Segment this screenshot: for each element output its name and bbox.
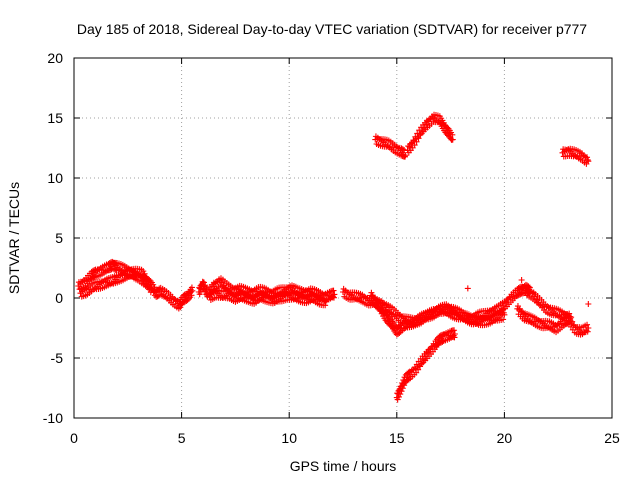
data-point bbox=[585, 301, 592, 307]
data-point bbox=[451, 327, 458, 334]
data-point bbox=[331, 291, 338, 298]
data-point bbox=[566, 313, 573, 320]
data-point bbox=[147, 289, 154, 296]
x-tick-label: 20 bbox=[497, 430, 513, 446]
data-point bbox=[401, 382, 408, 389]
data-point bbox=[464, 285, 471, 292]
data-point bbox=[142, 280, 149, 287]
data-point bbox=[568, 314, 575, 321]
x-tick-label: 0 bbox=[70, 430, 78, 446]
ticks-layer bbox=[73, 57, 613, 419]
data-point bbox=[420, 356, 427, 363]
data-point bbox=[410, 137, 417, 144]
data-point bbox=[585, 325, 592, 331]
data-point bbox=[449, 136, 456, 143]
data-point bbox=[396, 329, 403, 336]
series-main-band-early bbox=[75, 258, 196, 312]
data-point bbox=[109, 265, 116, 272]
series-main-band-mid-lower bbox=[206, 287, 329, 309]
data-point bbox=[399, 385, 406, 392]
data-point bbox=[585, 158, 592, 165]
data-point bbox=[584, 321, 591, 328]
data-point bbox=[518, 308, 525, 315]
grid-layer bbox=[74, 58, 612, 418]
series-peak-arc-high bbox=[404, 111, 456, 156]
data-point bbox=[439, 338, 446, 345]
data-point bbox=[91, 267, 98, 274]
y-tick-label: 15 bbox=[47, 110, 63, 126]
tick-labels: 0 5 10 15 20 25 -10 -5 0 5 10 15 20 bbox=[43, 50, 620, 446]
series-isolated-points bbox=[464, 277, 592, 307]
x-tick-label: 15 bbox=[389, 430, 405, 446]
y-tick-label: -10 bbox=[43, 410, 63, 426]
data-point bbox=[398, 388, 405, 395]
data-point bbox=[394, 396, 401, 403]
data-point bbox=[518, 277, 525, 283]
data-point bbox=[418, 360, 425, 367]
y-axis-label: SDTVAR / TECUs bbox=[6, 182, 22, 294]
series-descending-arc bbox=[393, 327, 458, 403]
data-point bbox=[140, 268, 147, 275]
data-point bbox=[321, 297, 328, 304]
data-point bbox=[424, 349, 431, 356]
data-point bbox=[500, 316, 507, 323]
data-point bbox=[402, 152, 409, 159]
data-point bbox=[529, 290, 536, 297]
series-main-band-lower-early bbox=[77, 267, 155, 300]
x-axis-label: GPS time / hours bbox=[290, 458, 397, 474]
data-point bbox=[415, 135, 422, 142]
x-tick-label: 10 bbox=[281, 430, 297, 446]
data-point bbox=[147, 281, 154, 288]
data-point bbox=[501, 311, 508, 318]
marks-layer bbox=[75, 111, 592, 403]
y-tick-label: 0 bbox=[55, 290, 63, 306]
y-tick-label: 20 bbox=[47, 50, 63, 66]
data-point bbox=[408, 140, 415, 147]
y-tick-label: 5 bbox=[55, 230, 63, 246]
x-tick-label: 25 bbox=[604, 430, 620, 446]
series-rising-arc-high bbox=[372, 133, 409, 160]
data-point bbox=[584, 328, 591, 335]
data-point bbox=[322, 302, 329, 309]
y-tick-label: -5 bbox=[51, 350, 64, 366]
data-point bbox=[406, 143, 413, 150]
data-point bbox=[451, 331, 458, 337]
data-point bbox=[189, 287, 196, 294]
x-tick-label: 5 bbox=[178, 430, 186, 446]
data-point bbox=[397, 391, 404, 398]
data-point bbox=[188, 292, 195, 299]
data-point bbox=[202, 282, 209, 289]
series-late-band-tail-upper bbox=[522, 284, 575, 324]
data-point bbox=[148, 286, 155, 293]
data-point bbox=[111, 266, 118, 273]
data-point bbox=[184, 297, 191, 304]
y-tick-label: 10 bbox=[47, 170, 63, 186]
data-point bbox=[502, 299, 509, 306]
data-point bbox=[322, 298, 329, 305]
data-point bbox=[399, 146, 406, 153]
data-point bbox=[413, 138, 420, 145]
chart-title: Day 185 of 2018, Sidereal Day-to-day VTE… bbox=[77, 21, 587, 37]
data-point bbox=[201, 288, 208, 295]
data-point bbox=[533, 296, 540, 303]
series-main-band-late-lower bbox=[367, 289, 508, 338]
data-point bbox=[584, 154, 591, 161]
data-point bbox=[567, 317, 574, 324]
series-late-arc-high bbox=[559, 145, 592, 167]
data-point bbox=[151, 284, 158, 291]
data-point bbox=[395, 393, 402, 400]
data-point bbox=[566, 310, 573, 317]
data-point bbox=[584, 156, 591, 163]
data-point bbox=[330, 287, 337, 294]
data-point bbox=[411, 142, 418, 149]
data-point bbox=[415, 366, 422, 373]
